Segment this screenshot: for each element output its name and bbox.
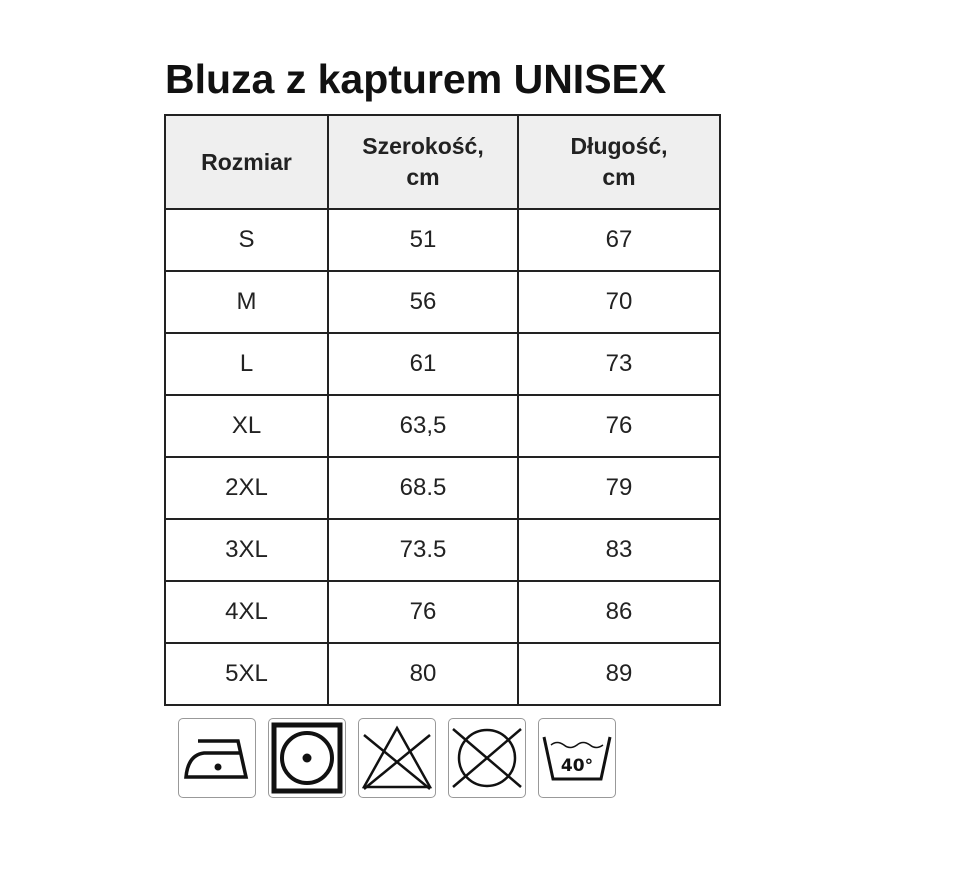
iron-low-temperature-icon	[178, 718, 256, 798]
length-cell: 67	[517, 208, 721, 272]
size-cell: M	[164, 270, 329, 334]
width-cell: 51	[327, 208, 519, 272]
table-row: S 51 67	[164, 208, 721, 272]
width-cell: 63,5	[327, 394, 519, 458]
header-length-label: Długość, cm	[570, 133, 668, 190]
width-cell: 56	[327, 270, 519, 334]
wash-40-icon: 40°	[538, 718, 616, 798]
size-cell: XL	[164, 394, 329, 458]
table-row: 2XL 68.5 79	[164, 456, 721, 520]
header-width: Szerokość, cm	[327, 114, 519, 210]
width-cell: 80	[327, 642, 519, 706]
table-row: 5XL 80 89	[164, 642, 721, 706]
table-row: M 56 70	[164, 270, 721, 334]
size-cell: 2XL	[164, 456, 329, 520]
table-row: XL 63,5 76	[164, 394, 721, 458]
do-not-dry-clean-icon	[448, 718, 526, 798]
page-title: Bluza z kapturem UNISEX	[165, 56, 667, 102]
length-cell: 86	[517, 580, 721, 644]
table-header-row: Rozmiar Szerokość, cm Długość, cm	[164, 114, 721, 210]
width-cell: 73.5	[327, 518, 519, 582]
table-row: L 61 73	[164, 332, 721, 396]
table-row: 3XL 73.5 83	[164, 518, 721, 582]
width-cell: 68.5	[327, 456, 519, 520]
size-cell: 5XL	[164, 642, 329, 706]
size-cell: S	[164, 208, 329, 272]
width-cell: 76	[327, 580, 519, 644]
header-length: Długość, cm	[517, 114, 721, 210]
care-icons: 40°	[178, 718, 616, 798]
size-cell: 3XL	[164, 518, 329, 582]
table-row: 4XL 76 86	[164, 580, 721, 644]
length-cell: 70	[517, 270, 721, 334]
length-cell: 83	[517, 518, 721, 582]
length-cell: 73	[517, 332, 721, 396]
wash-temperature-label: 40°	[561, 756, 593, 776]
header-size: Rozmiar	[164, 114, 329, 210]
length-cell: 89	[517, 642, 721, 706]
tumble-dry-low-icon	[268, 718, 346, 798]
header-width-label: Szerokość, cm	[362, 133, 484, 190]
length-cell: 76	[517, 394, 721, 458]
do-not-bleach-icon	[358, 718, 436, 798]
size-cell: 4XL	[164, 580, 329, 644]
width-cell: 61	[327, 332, 519, 396]
length-cell: 79	[517, 456, 721, 520]
size-table: Rozmiar Szerokość, cm Długość, cm S 51 67 M…	[164, 114, 721, 706]
size-cell: L	[164, 332, 329, 396]
